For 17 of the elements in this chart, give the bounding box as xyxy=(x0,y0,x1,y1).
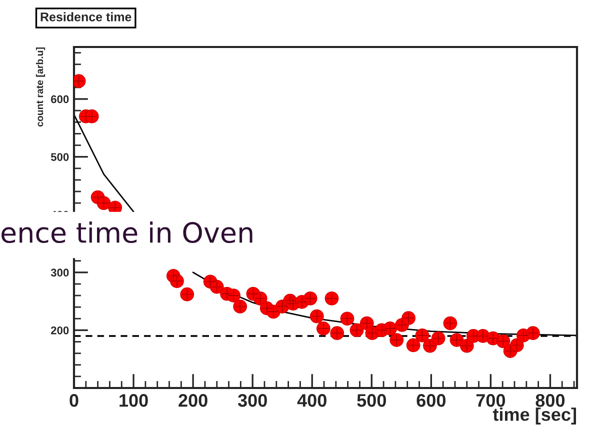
x-tick-label: 700 xyxy=(476,394,506,407)
y-axis-title: count rate [arb.u] xyxy=(36,48,46,127)
y-tick-label: 600 xyxy=(51,95,69,104)
y-tick-label: 500 xyxy=(50,153,69,161)
x-tick-label: 400 xyxy=(297,394,326,407)
y-tick-label: 200 xyxy=(50,326,69,334)
y-tick-label: 300 xyxy=(50,268,69,277)
x-tick-label: 100 xyxy=(120,394,148,407)
x-tick-label: 200 xyxy=(178,394,208,407)
x-tick-label: 600 xyxy=(416,394,446,407)
x-tick-label: 800 xyxy=(536,394,565,407)
x-tick-label: 300 xyxy=(238,394,267,407)
x-tick-label: 500 xyxy=(357,394,386,407)
x-tick-label: 0 xyxy=(70,394,78,407)
chart-title: Residence time xyxy=(40,12,132,22)
x-axis-title: time [sec] xyxy=(492,408,576,424)
annotation: ence time in Oven xyxy=(2,222,252,244)
